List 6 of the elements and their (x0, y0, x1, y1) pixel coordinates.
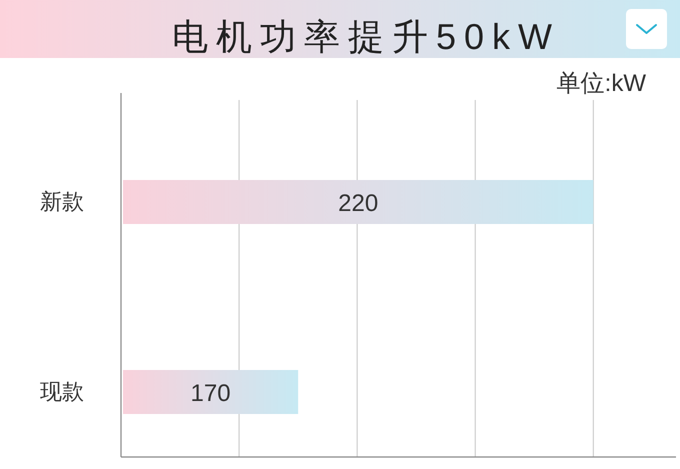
data-label: 220 (338, 190, 378, 217)
category-label: 现款 (40, 379, 84, 404)
data-label: 170 (190, 380, 231, 407)
title: 电机功率提升50kW (172, 16, 560, 57)
annotation: 单位:kW (556, 70, 646, 97)
category-label: 新款 (40, 189, 84, 214)
